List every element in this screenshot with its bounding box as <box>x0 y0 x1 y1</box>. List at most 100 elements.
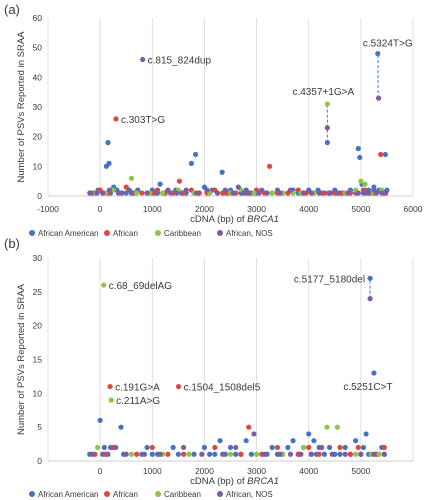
data-point <box>269 444 275 451</box>
data-point <box>277 451 283 457</box>
data-point <box>175 451 181 457</box>
series-african <box>92 116 387 196</box>
data-point <box>154 190 161 196</box>
data-point <box>233 444 239 451</box>
data-point <box>149 451 155 457</box>
data-point <box>277 190 283 196</box>
data-point <box>319 444 325 451</box>
data-point <box>383 190 389 196</box>
y-tick-label: 30 <box>33 102 43 112</box>
data-point <box>212 444 218 451</box>
y-tick-label: 30 <box>33 253 43 263</box>
y-tick-label: 15 <box>33 355 43 365</box>
data-point <box>188 160 194 166</box>
data-point <box>371 370 377 376</box>
data-point <box>230 190 236 196</box>
legend-label: Caribbean <box>164 229 201 238</box>
data-point <box>355 190 361 196</box>
data-point <box>238 451 244 457</box>
annotation-label: c.191G>A <box>115 383 160 394</box>
x-axis-label: cDNA (bp) of BRCA1 <box>190 476 279 487</box>
data-point <box>246 190 252 196</box>
data-point <box>329 451 335 457</box>
y-axis-label: Number of PSVs Reported in SRAA <box>16 31 27 183</box>
data-point <box>358 451 364 457</box>
legend-marker <box>217 230 223 236</box>
data-point <box>334 424 340 430</box>
annotation-label: c.68_69delAG <box>109 281 173 292</box>
data-point <box>94 444 101 451</box>
data-point <box>363 431 369 437</box>
data-point <box>128 175 135 181</box>
data-point <box>381 444 387 451</box>
data-point <box>324 101 330 107</box>
annotation-label: c.5324T>G <box>363 39 413 50</box>
data-point <box>274 444 281 451</box>
data-point <box>227 444 234 451</box>
data-point <box>219 169 225 175</box>
legend-marker <box>155 491 161 497</box>
data-point <box>240 190 247 196</box>
x-tick-label: 4000 <box>299 204 318 214</box>
data-point <box>106 187 113 193</box>
data-point <box>285 444 291 451</box>
data-point <box>220 451 226 457</box>
data-point <box>316 190 322 196</box>
data-point <box>141 451 148 457</box>
data-point <box>107 444 114 451</box>
data-point <box>358 178 364 184</box>
data-point <box>357 154 363 161</box>
data-point <box>160 190 166 196</box>
x-tick-label: -1000 <box>37 204 59 214</box>
data-point <box>194 190 200 196</box>
data-point <box>371 451 377 457</box>
legend-marker <box>217 491 223 497</box>
y-tick-label: 40 <box>33 72 43 82</box>
x-tick-label: 3000 <box>247 204 266 214</box>
data-point <box>375 51 381 57</box>
y-tick-label: 0 <box>37 191 42 201</box>
legend-marker <box>155 230 161 236</box>
y-tick-label: 0 <box>37 456 42 466</box>
data-point <box>306 444 312 451</box>
data-point <box>287 451 294 457</box>
panel-b: (b) 0 5 10 15 20 25 30 0 1000 2000 3000 4000 5000 Numb… <box>4 236 414 499</box>
data-point <box>324 140 330 146</box>
y-tick-label: 5 <box>37 422 42 432</box>
data-point <box>123 184 129 190</box>
legend-marker <box>104 491 110 497</box>
data-point <box>261 451 267 457</box>
data-point <box>144 444 150 451</box>
data-point <box>100 190 106 196</box>
y-tick-label: 60 <box>33 13 43 23</box>
data-point <box>123 451 129 457</box>
data-point <box>233 451 239 457</box>
panel-label: (a) <box>4 2 20 17</box>
data-point <box>355 444 361 451</box>
annotation-label: c.4357+1G>A <box>292 87 354 98</box>
data-point <box>347 451 354 457</box>
x-tick-label: 6000 <box>404 204 423 214</box>
data-point <box>248 451 254 457</box>
legend-label: African American <box>38 229 98 238</box>
data-point <box>157 181 163 187</box>
data-point <box>176 178 182 184</box>
data-point <box>214 190 221 196</box>
data-point <box>324 424 330 430</box>
data-point <box>251 431 257 437</box>
data-point <box>139 190 145 196</box>
data-point <box>367 275 373 281</box>
data-point <box>300 444 307 451</box>
data-point <box>212 451 218 457</box>
data-point <box>366 190 372 196</box>
legend-label: Caribbean <box>164 490 201 499</box>
data-point <box>362 181 368 187</box>
data-point <box>321 190 327 196</box>
data-point <box>337 451 343 457</box>
annotation-label: c.211A>G <box>116 396 160 407</box>
data-point <box>376 451 382 457</box>
y-tick-label: 10 <box>33 388 43 398</box>
data-point <box>287 187 294 193</box>
data-point <box>382 151 388 158</box>
